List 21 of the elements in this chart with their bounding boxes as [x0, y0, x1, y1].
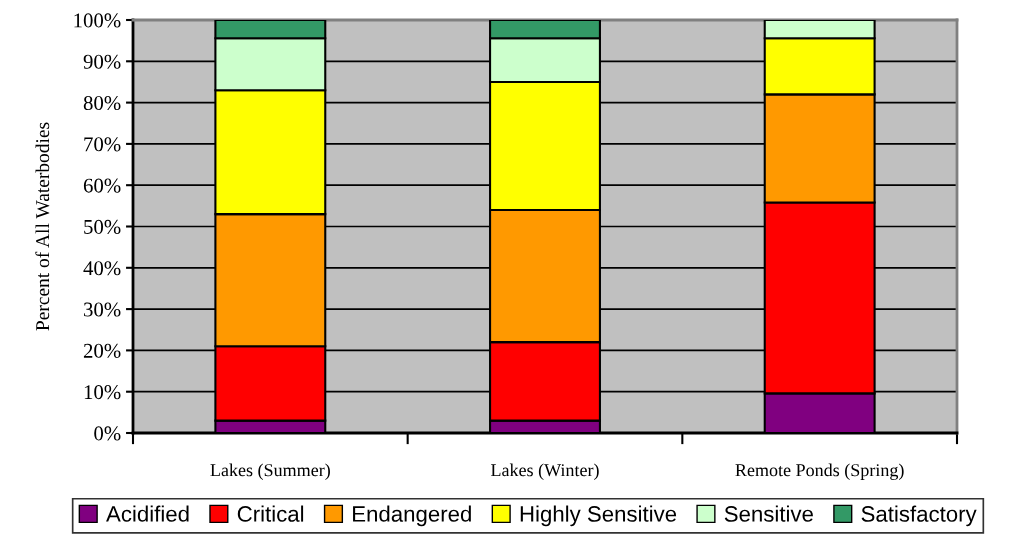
legend-label: Sensitive [724, 505, 813, 522]
y-tick-label: 100% [74, 13, 121, 28]
x-tick-label: Lakes (Winter) [490, 463, 599, 480]
legend-label: Acidified [106, 505, 189, 522]
y-axis-title: Percent of All Waterbodies [35, 122, 50, 331]
y-tick-label: 20% [83, 343, 121, 358]
y-tick-label: 30% [84, 302, 121, 317]
x-tick-label: Lakes (Summer) [210, 463, 330, 480]
y-tick-label: 70% [84, 137, 121, 152]
y-tick-label: 0% [94, 426, 121, 441]
y-tick-label: 50% [84, 219, 121, 234]
y-tick-label: 10% [84, 385, 121, 400]
legend-label: Critical [237, 505, 304, 522]
y-tick-label: 60% [83, 178, 121, 193]
legend-label: Satisfactory [861, 505, 977, 527]
x-tick-label: Remote Ponds (Spring) [735, 463, 904, 480]
legend-label: Endangered [353, 505, 471, 527]
y-tick-label: 40% [83, 261, 121, 276]
y-tick-label: 90% [83, 54, 121, 69]
y-tick-label: 80% [83, 95, 121, 111]
legend-label: Highly Sensitive [520, 505, 677, 527]
